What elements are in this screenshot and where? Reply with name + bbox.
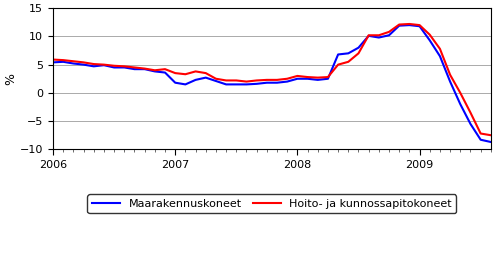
- Hoito- ja kunnossapitokoneet: [437, 47, 443, 50]
- Hoito- ja kunnossapitokoneet: [233, 79, 239, 82]
- Hoito- ja kunnossapitokoneet: [315, 76, 321, 79]
- Hoito- ja kunnossapitokoneet: [478, 132, 484, 135]
- Maarakennuskoneet: [244, 83, 249, 86]
- Maarakennuskoneet: [325, 77, 331, 80]
- Hoito- ja kunnossapitokoneet: [386, 30, 392, 34]
- Maarakennuskoneet: [132, 68, 138, 71]
- Hoito- ja kunnossapitokoneet: [488, 134, 494, 137]
- Maarakennuskoneet: [376, 36, 382, 39]
- Maarakennuskoneet: [50, 61, 56, 64]
- Maarakennuskoneet: [111, 66, 117, 69]
- Hoito- ja kunnossapitokoneet: [274, 78, 280, 81]
- Hoito- ja kunnossapitokoneet: [132, 66, 138, 69]
- Line: Maarakennuskoneet: Maarakennuskoneet: [53, 25, 491, 142]
- Hoito- ja kunnossapitokoneet: [244, 80, 249, 83]
- Hoito- ja kunnossapitokoneet: [91, 62, 97, 66]
- Hoito- ja kunnossapitokoneet: [193, 70, 198, 73]
- Maarakennuskoneet: [437, 55, 443, 58]
- Hoito- ja kunnossapitokoneet: [223, 79, 229, 82]
- Maarakennuskoneet: [264, 81, 270, 84]
- Hoito- ja kunnossapitokoneet: [50, 58, 56, 61]
- Hoito- ja kunnossapitokoneet: [417, 24, 423, 27]
- Maarakennuskoneet: [162, 71, 168, 74]
- Maarakennuskoneet: [121, 66, 127, 69]
- Hoito- ja kunnossapitokoneet: [70, 60, 76, 63]
- Maarakennuskoneet: [396, 24, 402, 27]
- Hoito- ja kunnossapitokoneet: [355, 52, 361, 55]
- Hoito- ja kunnossapitokoneet: [406, 22, 412, 25]
- Maarakennuskoneet: [142, 68, 148, 71]
- Maarakennuskoneet: [386, 34, 392, 37]
- Maarakennuskoneet: [355, 46, 361, 49]
- Hoito- ja kunnossapitokoneet: [264, 78, 270, 81]
- Maarakennuskoneet: [315, 78, 321, 81]
- Hoito- ja kunnossapitokoneet: [325, 76, 331, 79]
- Hoito- ja kunnossapitokoneet: [162, 68, 168, 71]
- Maarakennuskoneet: [346, 52, 351, 55]
- Maarakennuskoneet: [417, 25, 423, 28]
- Hoito- ja kunnossapitokoneet: [142, 67, 148, 70]
- Maarakennuskoneet: [478, 138, 484, 141]
- Maarakennuskoneet: [91, 65, 97, 68]
- Maarakennuskoneet: [427, 39, 433, 42]
- Maarakennuskoneet: [203, 76, 209, 79]
- Hoito- ja kunnossapitokoneet: [101, 63, 107, 66]
- Hoito- ja kunnossapitokoneet: [467, 111, 473, 114]
- Maarakennuskoneet: [295, 77, 300, 80]
- Hoito- ja kunnossapitokoneet: [376, 34, 382, 37]
- Hoito- ja kunnossapitokoneet: [295, 74, 300, 77]
- Hoito- ja kunnossapitokoneet: [172, 72, 178, 75]
- Maarakennuskoneet: [254, 82, 260, 85]
- Hoito- ja kunnossapitokoneet: [60, 58, 66, 62]
- Maarakennuskoneet: [304, 77, 310, 80]
- Hoito- ja kunnossapitokoneet: [152, 69, 158, 72]
- Maarakennuskoneet: [488, 140, 494, 144]
- Maarakennuskoneet: [81, 63, 87, 66]
- Hoito- ja kunnossapitokoneet: [366, 34, 372, 37]
- Hoito- ja kunnossapitokoneet: [111, 64, 117, 67]
- Maarakennuskoneet: [213, 79, 219, 83]
- Hoito- ja kunnossapitokoneet: [335, 63, 341, 66]
- Hoito- ja kunnossapitokoneet: [81, 61, 87, 64]
- Maarakennuskoneet: [152, 70, 158, 73]
- Maarakennuskoneet: [467, 122, 473, 125]
- Legend: Maarakennuskoneet, Hoito- ja kunnossapitokoneet: Maarakennuskoneet, Hoito- ja kunnossapit…: [88, 194, 456, 213]
- Maarakennuskoneet: [406, 24, 412, 27]
- Hoito- ja kunnossapitokoneet: [284, 77, 290, 80]
- Maarakennuskoneet: [172, 81, 178, 84]
- Hoito- ja kunnossapitokoneet: [457, 91, 463, 95]
- Maarakennuskoneet: [233, 83, 239, 86]
- Maarakennuskoneet: [335, 53, 341, 56]
- Maarakennuskoneet: [183, 83, 189, 86]
- Maarakennuskoneet: [223, 83, 229, 86]
- Hoito- ja kunnossapitokoneet: [447, 73, 453, 76]
- Maarakennuskoneet: [457, 103, 463, 106]
- Maarakennuskoneet: [274, 81, 280, 84]
- Maarakennuskoneet: [101, 64, 107, 67]
- Hoito- ja kunnossapitokoneet: [396, 23, 402, 26]
- Maarakennuskoneet: [70, 62, 76, 65]
- Hoito- ja kunnossapitokoneet: [121, 65, 127, 68]
- Maarakennuskoneet: [284, 80, 290, 83]
- Maarakennuskoneet: [193, 78, 198, 81]
- Line: Hoito- ja kunnossapitokoneet: Hoito- ja kunnossapitokoneet: [53, 24, 491, 135]
- Hoito- ja kunnossapitokoneet: [183, 73, 189, 76]
- Maarakennuskoneet: [366, 34, 372, 38]
- Maarakennuskoneet: [447, 80, 453, 83]
- Y-axis label: %: %: [4, 73, 17, 85]
- Hoito- ja kunnossapitokoneet: [304, 76, 310, 79]
- Hoito- ja kunnossapitokoneet: [346, 60, 351, 64]
- Hoito- ja kunnossapitokoneet: [213, 77, 219, 80]
- Maarakennuskoneet: [60, 60, 66, 64]
- Hoito- ja kunnossapitokoneet: [427, 33, 433, 36]
- Hoito- ja kunnossapitokoneet: [254, 79, 260, 82]
- Hoito- ja kunnossapitokoneet: [203, 72, 209, 75]
